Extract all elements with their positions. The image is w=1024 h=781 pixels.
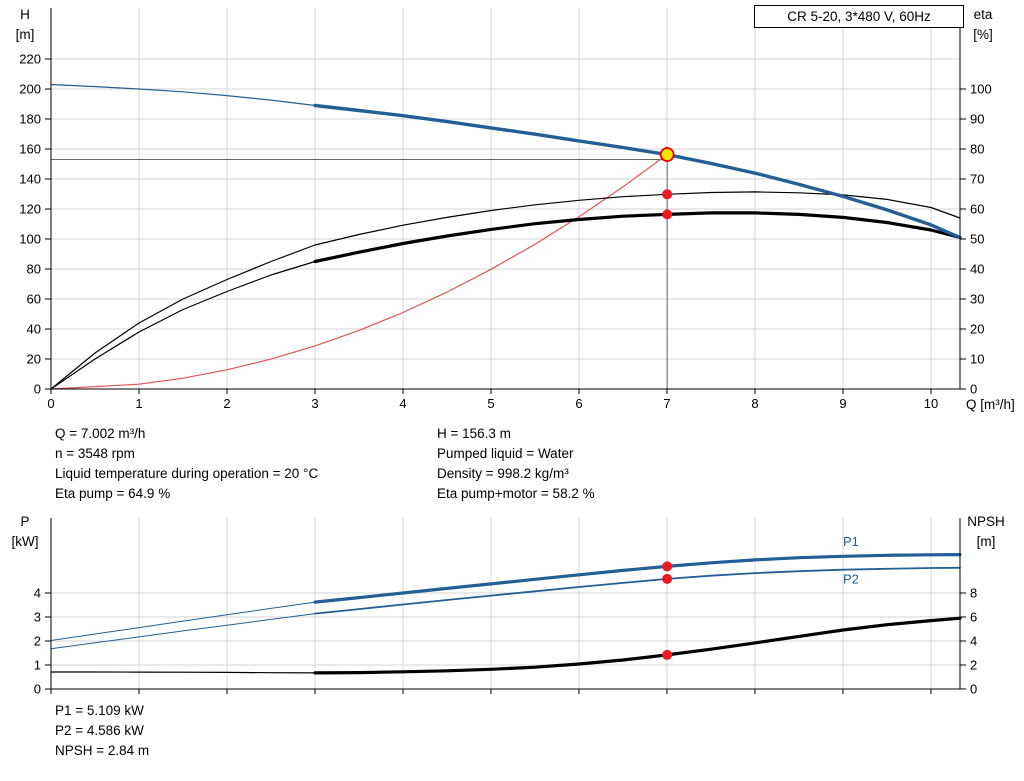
npsh-axis-symbol: NPSH	[967, 514, 1005, 529]
left-tick-label: 0	[34, 682, 41, 697]
left-tick-label: 40	[27, 322, 41, 337]
right-tick-label: 80	[970, 142, 984, 157]
right-tick-label: 70	[970, 172, 984, 187]
power-npsh-data: P1 = 5.109 kW P2 = 4.586 kW NPSH = 2.84 m	[55, 701, 149, 761]
head-curve-lead	[50, 83, 316, 107]
p2-curve-label: P2	[843, 571, 859, 586]
p-axis-symbol: P	[20, 514, 30, 529]
info-line: H = 156.3 m	[437, 426, 511, 441]
p1-curve	[313, 552, 962, 604]
p2-duty-dot	[662, 573, 673, 584]
right-tick-label: 6	[970, 610, 977, 625]
left-tick-label: 20	[27, 352, 41, 367]
p1-curve-label: P1	[843, 534, 859, 549]
info-line: Density = 998.2 kg/m³	[437, 466, 569, 481]
h-axis-unit: [m]	[15, 27, 35, 42]
eta-axis-symbol: eta	[973, 7, 993, 22]
info-line: P2 = 4.586 kW	[55, 723, 144, 738]
right-tick-label: 4	[970, 634, 977, 649]
left-tick-label: 1	[34, 658, 41, 673]
npsh-curve	[313, 616, 962, 675]
system-curve	[50, 154, 668, 390]
q-axis-label: Q [m³/h]	[966, 397, 1015, 412]
info-line: NPSH = 2.84 m	[55, 743, 150, 758]
right-tick-label: 60	[970, 202, 984, 217]
left-tick-label: 220	[19, 52, 41, 67]
eta-pump-motor-curve-lead	[50, 260, 316, 390]
right-tick-label: 8	[970, 586, 977, 601]
x-tick-label: 8	[751, 396, 758, 411]
x-tick-label: 7	[663, 396, 670, 411]
left-tick-label: 160	[19, 142, 41, 157]
npsh-axis-title: NPSH [m]	[964, 512, 1008, 552]
right-tick-label: 0	[970, 682, 977, 697]
right-tick-label: 40	[970, 262, 984, 277]
operating-data-right: H = 156.3 m Pumped liquid = Water Density …	[437, 424, 595, 504]
left-tick-label: 4	[34, 586, 41, 601]
eta-axis-unit: [%]	[973, 27, 993, 42]
right-tick-label: 50	[970, 232, 984, 247]
right-tick-label: 90	[970, 112, 984, 127]
left-tick-label: 140	[19, 172, 41, 187]
x-tick-label: 1	[135, 396, 142, 411]
left-tick-label: 60	[27, 292, 41, 307]
eta-pump-duty-dot	[662, 189, 673, 200]
right-tick-label: 30	[970, 292, 984, 307]
npsh-axis-unit: [m]	[976, 534, 996, 549]
eta-pump-motor-duty-dot	[662, 209, 673, 220]
x-tick-label: 3	[311, 396, 318, 411]
info-line: Pumped liquid = Water	[437, 446, 574, 461]
info-line: P1 = 5.109 kW	[55, 703, 144, 718]
right-tick-label: 20	[970, 322, 984, 337]
p-axis-title: P [kW]	[8, 512, 42, 552]
p1-curve-lead	[50, 601, 316, 641]
left-tick-label: 80	[27, 262, 41, 277]
info-line: Q = 7.002 m³/h	[55, 426, 146, 441]
right-tick-label: 2	[970, 658, 977, 673]
operating-data-left: Q = 7.002 m³/h n = 3548 rpm Liquid tempera…	[55, 424, 318, 504]
x-tick-label: 9	[839, 396, 846, 411]
info-line: Liquid temperature during operation = 20…	[55, 466, 319, 481]
eta-axis-title: eta [%]	[968, 5, 998, 45]
left-tick-label: 2	[34, 634, 41, 649]
left-tick-label: 0	[34, 382, 41, 397]
x-tick-label: 0	[47, 396, 54, 411]
pump-model-box: CR 5-20, 3*480 V, 60Hz	[754, 5, 964, 28]
x-tick-label: 10	[924, 396, 938, 411]
head-curve	[313, 103, 962, 240]
eta-pump-motor-curve	[313, 211, 962, 264]
npsh-duty-dot	[662, 649, 673, 660]
right-tick-label: 100	[970, 82, 992, 97]
info-line: Eta pump = 64.9 %	[55, 486, 171, 501]
p2-curve-lead	[50, 613, 316, 650]
left-tick-label: 3	[34, 610, 41, 625]
left-tick-label: 180	[19, 112, 41, 127]
x-tick-label: 5	[487, 396, 494, 411]
left-tick-label: 200	[19, 82, 41, 97]
p-axis-unit: [kW]	[11, 534, 39, 549]
info-line: Eta pump+motor = 58.2 %	[437, 486, 595, 501]
eta-pump-curve	[50, 191, 961, 390]
p2-curve	[314, 566, 961, 615]
x-tick-label: 4	[399, 396, 406, 411]
h-axis-symbol: H	[20, 7, 30, 22]
right-tick-label: 10	[970, 352, 984, 367]
x-tick-label: 2	[223, 396, 230, 411]
pump-model-label: CR 5-20, 3*480 V, 60Hz	[787, 9, 931, 24]
left-tick-label: 120	[19, 202, 41, 217]
duty-point-marker	[659, 147, 675, 162]
x-tick-label: 6	[575, 396, 582, 411]
left-tick-label: 100	[19, 232, 41, 247]
right-tick-label: 0	[970, 382, 977, 397]
p1-duty-dot	[662, 561, 673, 572]
info-line: n = 3548 rpm	[55, 446, 135, 461]
npsh-curve-lead	[50, 671, 316, 674]
h-axis-title: H [m]	[8, 5, 42, 45]
